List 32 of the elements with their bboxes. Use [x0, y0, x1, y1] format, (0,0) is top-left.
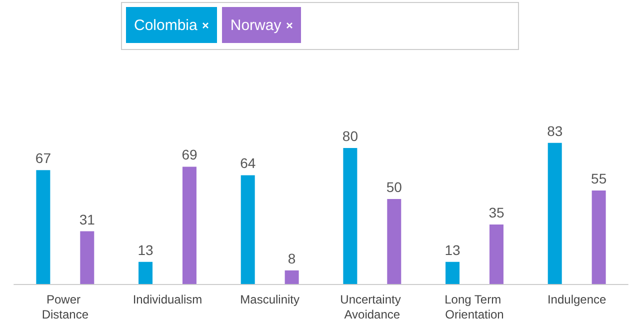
data-label: 69: [182, 146, 198, 163]
text: Norway: [230, 16, 282, 34]
data-label: 8: [288, 250, 296, 266]
x-tick-label: Uncertainty Avoidance: [340, 292, 404, 322]
data-label: 80: [342, 128, 358, 144]
bar: [284, 270, 299, 284]
data-label: 31: [79, 211, 96, 228]
x-tick-label: Masculinity: [240, 292, 300, 306]
bar: [36, 170, 50, 284]
bar: [548, 142, 562, 284]
data-label: 55: [591, 170, 607, 186]
bar: [343, 148, 358, 284]
bar: [138, 262, 153, 284]
data-label: 13: [444, 242, 461, 258]
bar: [446, 262, 460, 284]
bar: [240, 175, 255, 284]
data-label: 35: [488, 204, 504, 220]
bar: [489, 224, 504, 284]
x-tick-label: Individualism: [132, 292, 202, 306]
data-label: 83: [547, 122, 563, 139]
bar: [182, 166, 196, 284]
data-label: 67: [35, 150, 52, 166]
data-label: 64: [240, 155, 256, 172]
bar: [387, 199, 402, 284]
bar: [592, 190, 606, 284]
x-tick-label: Indulgence: [547, 292, 607, 306]
bar: [80, 231, 94, 284]
x-tick-label: Power Distance: [42, 292, 89, 322]
x-tick-label: Long Term Orientation: [444, 292, 504, 322]
text: Colombia: [134, 16, 198, 34]
data-label: 13: [138, 242, 154, 258]
data-label: 50: [386, 179, 402, 195]
